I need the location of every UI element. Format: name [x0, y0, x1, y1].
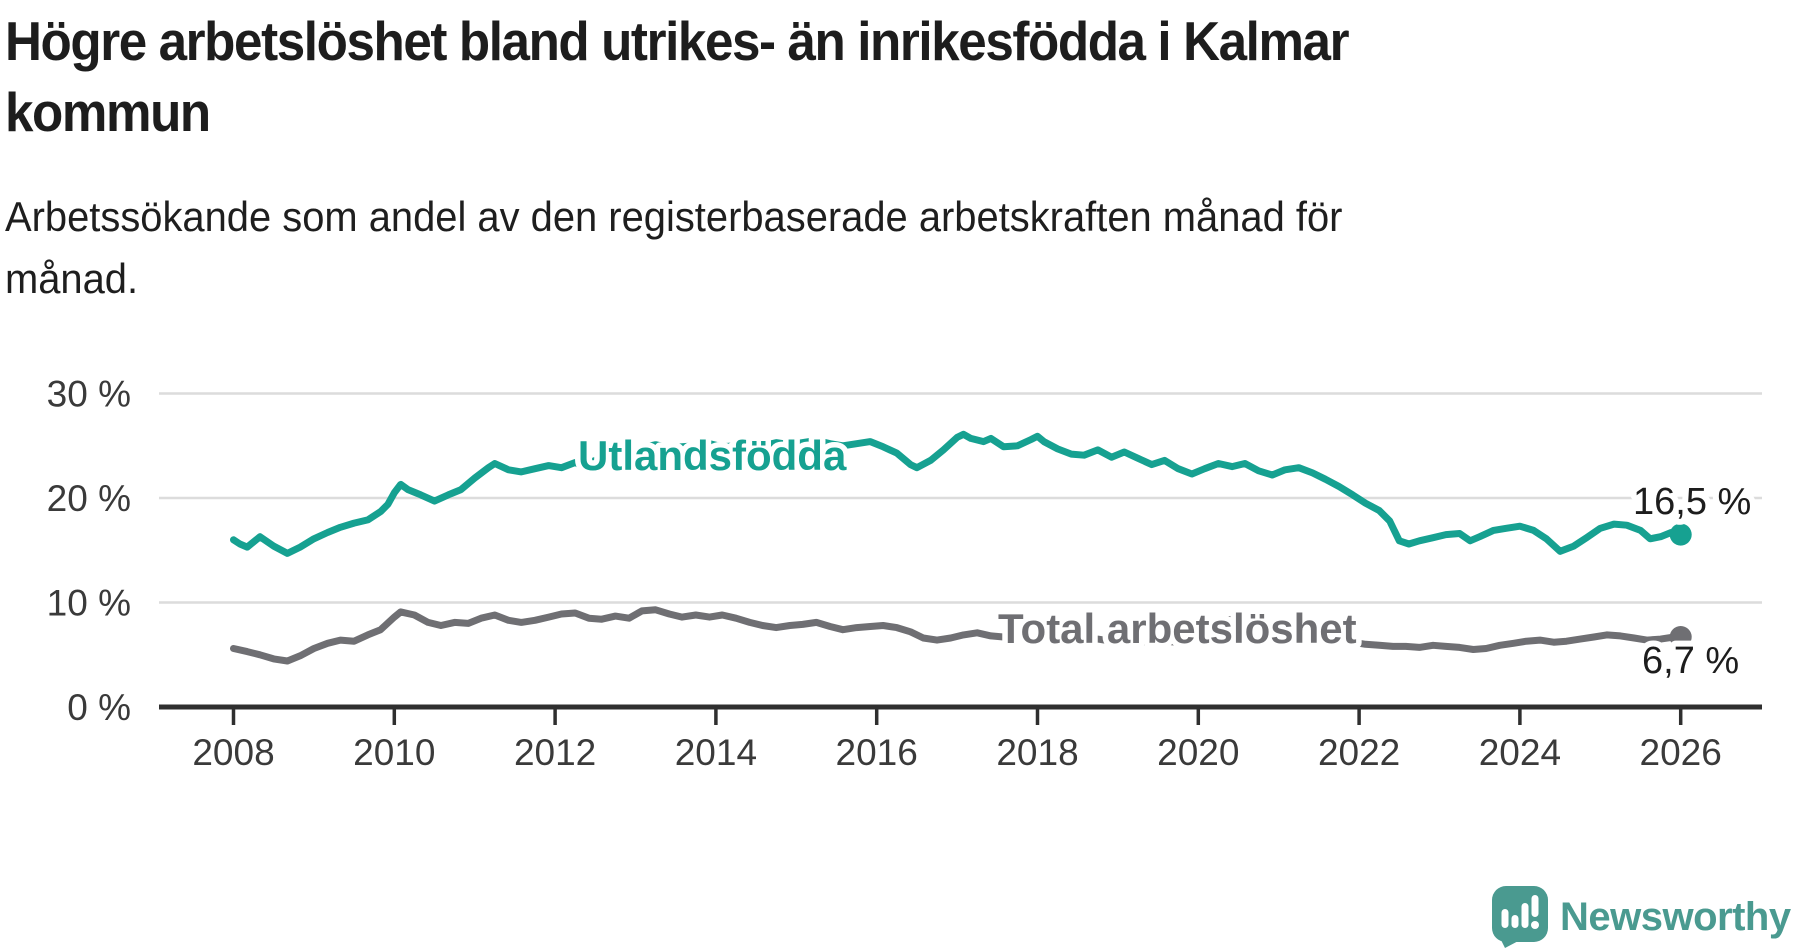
logo-bar-2 [1511, 915, 1519, 928]
page-title: Högre arbetslöshet bland utrikes- än inr… [5, 6, 1586, 148]
x-tick-label: 2010 [353, 732, 435, 773]
newsworthy-speech-bubble-barchart-icon [1492, 886, 1548, 948]
logo-exclamation-bar [1531, 895, 1539, 917]
title-line-2: kommun [5, 81, 211, 143]
series-line-utlandsf-dda [230, 430, 1685, 557]
newsworthy-wordmark: Newsworthy [1560, 895, 1792, 939]
series-label-total-arbetsl-shet: Total arbetslöshet [998, 605, 1357, 652]
series-end-value-label-total-arbetsl-shet: 6,7 % [1642, 640, 1739, 682]
series-end-value-label-utlandsf-dda: 16,5 % [1633, 481, 1751, 523]
x-tick-label: 2026 [1640, 732, 1722, 773]
logo-bar-3 [1521, 903, 1529, 928]
series-end-dot-utlandsf-dda [1669, 523, 1692, 546]
y-tick-label: 30 % [47, 374, 131, 415]
series-label-utlandsf-dda: Utlandsfödda [578, 432, 847, 479]
series-line-total-arbetsl-shet [230, 606, 1685, 665]
x-tick-label: 2012 [514, 732, 596, 773]
series-end-dot-total-arbetsl-shet [1669, 625, 1692, 648]
x-tick-label: 2008 [192, 732, 274, 773]
y-tick-label: 20 % [47, 478, 131, 519]
newsworthy-logo: Newsworthy [1492, 886, 1792, 948]
subtitle-line-2: månad. [5, 255, 139, 302]
x-tick-label: 2014 [675, 732, 757, 773]
chart-subtitle: Arbetssökande som andel av den registerb… [5, 186, 1525, 310]
y-tick-label: 0 % [67, 687, 131, 728]
x-tick-label: 2018 [996, 732, 1078, 773]
logo-exclamation-dot [1531, 921, 1539, 929]
x-tick-label: 2022 [1318, 732, 1400, 773]
x-tick-label: 2020 [1157, 732, 1239, 773]
x-tick-label: 2016 [836, 732, 918, 773]
y-tick-label: 10 % [47, 583, 131, 624]
title-line-1: Högre arbetslöshet bland utrikes- än inr… [5, 10, 1350, 72]
logo-bar-1 [1501, 909, 1509, 928]
subtitle-line-1: Arbetssökande som andel av den registerb… [5, 193, 1343, 240]
x-tick-label: 2024 [1479, 732, 1561, 773]
